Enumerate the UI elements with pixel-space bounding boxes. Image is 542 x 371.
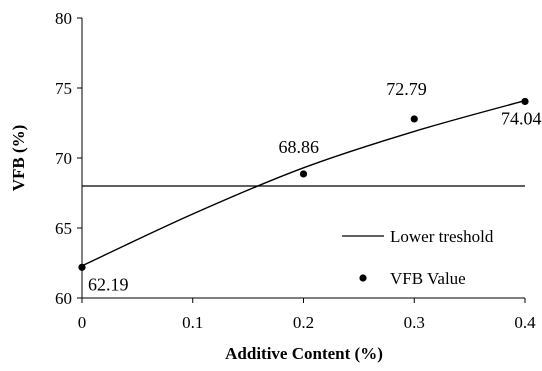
data-label: 74.04 [501,108,542,128]
x-tick-label: 0.3 [404,313,425,332]
y-tick-label: 60 [55,289,72,308]
x-tick-label: 0.2 [293,313,314,332]
x-tick-label: 0.1 [182,313,203,332]
data-point [299,170,308,178]
x-tick-label: 0.4 [514,313,536,332]
y-axis-title: VFB (%) [9,125,28,192]
x-tick-label: 0 [78,313,87,332]
legend-marker-swatch [359,274,367,282]
data-point [521,97,529,106]
y-tick-labels: 60 65 70 75 80 [55,9,82,308]
trend-curve [81,99,526,267]
y-tick-label: 80 [55,9,72,28]
legend-label-lower-threshold: Lower treshold [390,227,494,246]
legend: Lower treshold VFB Value [342,227,494,288]
y-tick-label: 65 [55,219,72,238]
data-label: 72.79 [386,79,427,99]
x-tick-labels: 0 0.1 0.2 0.3 0.4 [78,298,536,332]
y-tick-label: 75 [55,79,72,98]
y-tick-label: 70 [55,149,72,168]
legend-label-vfb-value: VFB Value [390,269,466,288]
data-point [410,115,418,123]
data-label: 62.19 [88,274,129,294]
x-axis-title: Additive Content (%) [225,344,383,363]
plot-area: 62.19 68.86 72.79 74.04 [78,79,542,294]
data-label: 68.86 [279,137,320,157]
